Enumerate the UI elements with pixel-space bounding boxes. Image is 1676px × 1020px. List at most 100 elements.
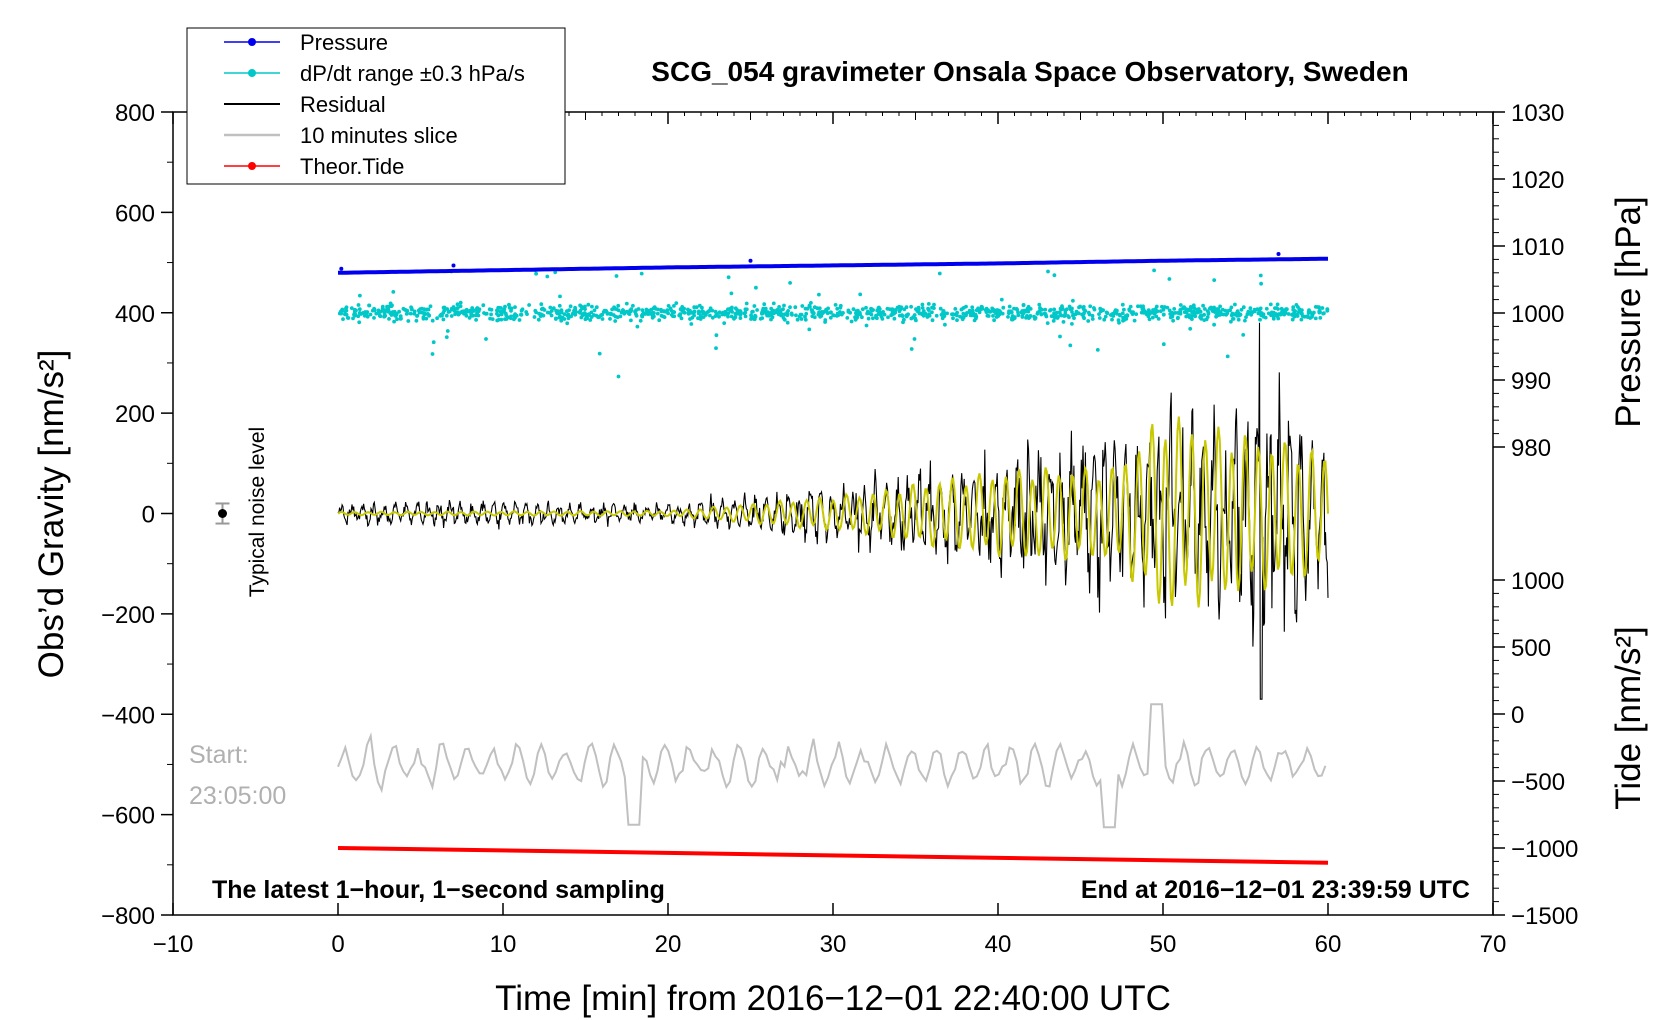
dpdt-point	[1248, 306, 1253, 311]
dpdt-point	[1209, 305, 1213, 310]
dpdt-point	[583, 304, 587, 309]
dpdt-point	[367, 303, 371, 308]
dpdt-point	[554, 316, 558, 321]
dpdt-point	[1313, 305, 1318, 309]
dpdt-point	[1191, 305, 1196, 309]
dpdt-point	[735, 311, 739, 316]
dpdt-point	[356, 303, 361, 307]
y-tick-label-pressure: 980	[1511, 435, 1551, 462]
dpdt-point	[553, 270, 558, 275]
dpdt-point	[586, 302, 591, 307]
dpdt-point	[611, 313, 616, 317]
dpdt-point	[958, 314, 962, 319]
dpdt-point	[951, 316, 955, 321]
legend-label-pressure: Pressure	[300, 30, 388, 55]
dpdt-point	[1007, 311, 1011, 316]
dpdt-point	[412, 311, 417, 316]
dpdt-point	[406, 319, 411, 323]
dpdt-point	[507, 302, 511, 307]
dpdt-point	[808, 304, 812, 309]
dpdt-point	[1231, 317, 1235, 321]
y-tick-label-pressure: 990	[1511, 368, 1551, 395]
dpdt-point	[1241, 333, 1246, 337]
dpdt-point	[1104, 310, 1109, 315]
dpdt-point	[991, 314, 995, 318]
dpdt-point	[1268, 302, 1273, 307]
dpdt-point	[700, 305, 704, 310]
dpdt-point	[573, 312, 578, 317]
dpdt-point	[858, 292, 863, 297]
dpdt-point	[1177, 311, 1182, 316]
dpdt-point	[1243, 318, 1247, 323]
x-tick-label: 30	[820, 931, 847, 958]
dpdt-point	[430, 318, 435, 323]
dpdt-point	[1258, 273, 1263, 278]
dpdt-point	[1136, 304, 1140, 309]
y-tick-label-pressure: 1030	[1511, 100, 1564, 127]
dpdt-point	[545, 274, 550, 279]
dpdt-point	[669, 313, 674, 317]
dpdt-point	[1325, 308, 1330, 313]
dpdt-point	[418, 307, 422, 311]
dpdt-point	[864, 305, 868, 310]
dpdt-point	[674, 301, 679, 305]
dpdt-point	[509, 306, 514, 311]
dpdt-point	[1007, 304, 1012, 309]
dpdt-point	[562, 312, 567, 316]
dpdt-point	[499, 311, 504, 315]
dpdt-point	[691, 311, 696, 315]
dpdt-point	[920, 312, 925, 316]
dpdt-point	[686, 307, 690, 312]
x-tick-label: 50	[1150, 931, 1177, 958]
dpdt-point	[565, 321, 570, 326]
dpdt-point	[657, 318, 662, 323]
dpdt-point	[749, 313, 753, 318]
dpdt-point	[338, 310, 343, 314]
dpdt-point	[489, 312, 493, 317]
dpdt-point	[534, 310, 538, 315]
dpdt-point	[945, 311, 949, 316]
dpdt-point	[495, 311, 499, 316]
dpdt-point	[508, 316, 513, 321]
dpdt-point	[1115, 308, 1119, 313]
dpdt-point	[886, 315, 890, 320]
dpdt-point	[616, 374, 621, 379]
dpdt-point	[1016, 313, 1021, 318]
dpdt-point	[968, 313, 973, 318]
legend-item-dpdt: dP/dt range ±0.3 hPa/s	[224, 61, 525, 86]
dpdt-point	[634, 308, 638, 313]
dpdt-point	[730, 305, 734, 310]
dpdt-point	[1233, 302, 1237, 307]
dpdt-point	[1128, 304, 1133, 309]
dpdt-point	[942, 314, 947, 318]
dpdt-point	[1097, 312, 1101, 316]
dpdt-point	[1241, 305, 1246, 310]
dpdt-series	[337, 268, 1330, 379]
dpdt-point	[599, 313, 603, 318]
dpdt-point	[866, 309, 870, 314]
dpdt-point	[624, 301, 629, 306]
dpdt-point	[398, 317, 403, 321]
dpdt-point	[1048, 308, 1053, 312]
dpdt-point	[1156, 317, 1161, 321]
dpdt-point	[1037, 302, 1042, 307]
dpdt-point	[445, 329, 450, 333]
pressure-point	[339, 266, 344, 271]
dpdt-point	[943, 322, 947, 327]
dpdt-point	[920, 306, 925, 310]
dpdt-point	[1081, 306, 1086, 310]
dpdt-point	[717, 314, 721, 319]
dpdt-point	[405, 308, 410, 313]
dpdt-point	[1068, 343, 1073, 348]
dpdt-point	[785, 320, 790, 325]
y-tick-label-left: 200	[115, 401, 155, 428]
dpdt-point	[777, 305, 781, 309]
dpdt-point	[869, 312, 874, 317]
dpdt-point	[1039, 312, 1044, 316]
residual-line	[337, 322, 1329, 700]
dpdt-point	[1097, 316, 1102, 320]
legend-label-residual: Residual	[300, 92, 386, 117]
dpdt-point	[895, 305, 900, 310]
dpdt-point	[584, 315, 589, 320]
x-tick-label: 70	[1480, 931, 1507, 958]
